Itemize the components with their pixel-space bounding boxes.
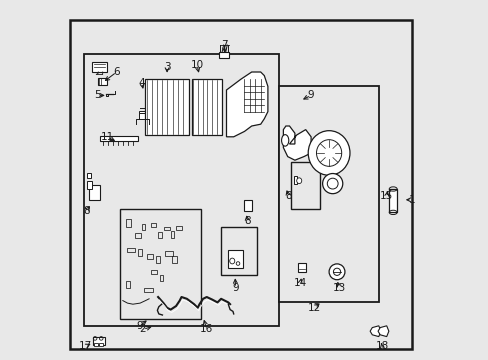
- Bar: [87, 181, 92, 189]
- Bar: [99, 343, 102, 346]
- Text: 10: 10: [190, 60, 203, 70]
- Text: 9: 9: [307, 90, 314, 100]
- Bar: [278, 86, 379, 302]
- Text: 8: 8: [83, 206, 90, 216]
- Bar: [388, 189, 396, 212]
- Text: 15: 15: [379, 191, 392, 201]
- Bar: [125, 219, 130, 227]
- Bar: [101, 136, 138, 141]
- Ellipse shape: [307, 131, 349, 175]
- Bar: [92, 337, 105, 345]
- Text: 8: 8: [244, 216, 250, 226]
- Ellipse shape: [328, 264, 344, 280]
- Polygon shape: [369, 326, 380, 337]
- Bar: [163, 227, 170, 230]
- Text: 2: 2: [140, 324, 146, 334]
- Text: 9: 9: [232, 283, 238, 293]
- Bar: [158, 232, 162, 238]
- Bar: [291, 162, 320, 209]
- Bar: [139, 111, 145, 119]
- Bar: [170, 231, 174, 238]
- Polygon shape: [377, 326, 388, 337]
- Ellipse shape: [281, 135, 288, 146]
- Text: 18: 18: [375, 341, 388, 351]
- Bar: [92, 62, 107, 72]
- Bar: [89, 185, 100, 200]
- Bar: [138, 249, 142, 256]
- Polygon shape: [226, 72, 267, 137]
- Bar: [297, 263, 305, 272]
- Text: 4: 4: [138, 78, 145, 88]
- Bar: [244, 200, 252, 211]
- Bar: [147, 254, 153, 259]
- Bar: [120, 209, 201, 319]
- Text: 1: 1: [408, 195, 414, 205]
- Bar: [127, 248, 135, 252]
- Bar: [228, 250, 243, 268]
- Text: 12: 12: [307, 303, 321, 313]
- Bar: [142, 224, 145, 230]
- Text: 3: 3: [163, 62, 170, 72]
- Ellipse shape: [296, 178, 301, 184]
- Text: 11: 11: [100, 132, 113, 142]
- Bar: [156, 256, 160, 263]
- Bar: [221, 227, 257, 275]
- Bar: [176, 226, 182, 230]
- Bar: [151, 270, 157, 274]
- Bar: [143, 288, 152, 292]
- Bar: [294, 176, 296, 184]
- Text: 9: 9: [137, 321, 143, 331]
- Bar: [145, 79, 188, 135]
- Bar: [98, 78, 107, 85]
- Bar: [165, 251, 172, 256]
- Bar: [134, 233, 141, 238]
- Text: 17: 17: [79, 341, 92, 351]
- Bar: [151, 223, 156, 227]
- Bar: [125, 281, 130, 288]
- Bar: [160, 275, 163, 281]
- Polygon shape: [87, 173, 91, 178]
- Text: 5: 5: [94, 90, 101, 100]
- Bar: [191, 79, 222, 135]
- Text: 6: 6: [113, 67, 120, 77]
- Polygon shape: [283, 126, 310, 160]
- Text: 14: 14: [293, 278, 306, 288]
- Bar: [94, 343, 98, 346]
- Text: 13: 13: [333, 283, 346, 293]
- Text: 8: 8: [285, 191, 291, 201]
- Bar: [172, 256, 177, 263]
- Ellipse shape: [322, 174, 342, 194]
- Bar: [84, 54, 278, 326]
- Text: 16: 16: [200, 324, 213, 334]
- Text: 7: 7: [221, 40, 227, 50]
- Bar: [219, 52, 229, 58]
